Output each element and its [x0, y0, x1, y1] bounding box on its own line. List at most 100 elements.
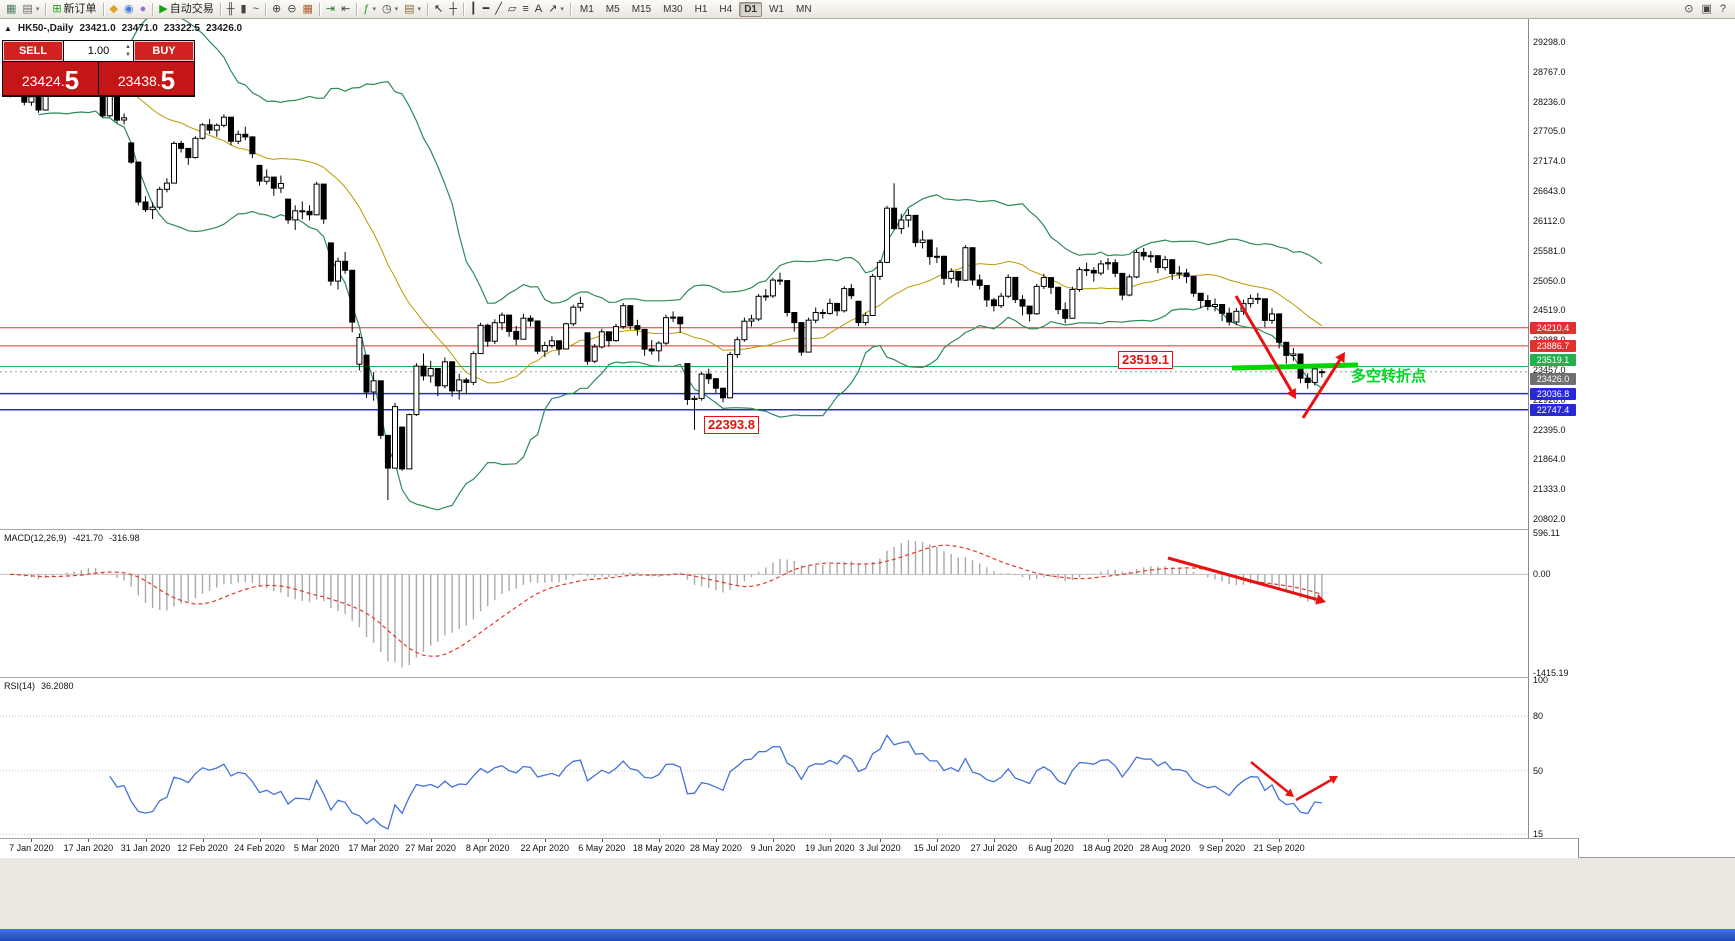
indicators-icon[interactable]: ƒ ▾ [360, 2, 379, 17]
trendline-icon-glyph: ╱ [495, 2, 502, 15]
chart-shift-icon[interactable]: ⇤ [338, 2, 353, 17]
timeframe-h1[interactable]: H1 [694, 3, 708, 15]
date-tick [1051, 839, 1052, 842]
new-order-glyph: ⊞ [52, 2, 62, 15]
line-chart-icon[interactable]: ~ [250, 2, 262, 17]
date-tick [31, 839, 33, 842]
price-tag-23886.7: 23886.7 [1530, 339, 1576, 352]
axis-label: 596.11 [1533, 528, 1560, 539]
bar-chart-icon[interactable]: ╫ [224, 2, 238, 17]
candlestick-chart-icon[interactable]: ▮ [238, 2, 250, 17]
date-label: 24 Feb 2020 [234, 843, 285, 853]
dropdown-arrow-icon: ▾ [372, 5, 376, 13]
sell-price[interactable]: 23424. 5 [3, 62, 98, 95]
layout-icon[interactable]: ▣ [1698, 2, 1714, 17]
date-tick [88, 839, 90, 842]
timeframe-h4[interactable]: H4 [719, 3, 733, 15]
channel-icon[interactable]: ▱ [505, 2, 519, 17]
axis-label: 100 [1533, 674, 1549, 685]
price-label-23519[interactable]: 23519.1 [1118, 351, 1173, 369]
horizontal-line-icon-glyph: ━ [482, 2, 490, 15]
auto-scroll-icon[interactable]: ⇥ [323, 2, 338, 17]
alerts-icon-glyph: ● [139, 2, 147, 15]
rsi-title: RSI(14) [4, 681, 36, 691]
chart-info: ▲ HK50-,Daily 23421.0 23471.0 23322.5 23… [4, 23, 242, 34]
date-label: 31 Jan 2020 [120, 843, 171, 853]
volume-decrease-button[interactable]: ▼ [125, 52, 131, 58]
market-icon-glyph: ◉ [124, 2, 134, 15]
date-label: 17 Mar 2020 [348, 843, 399, 853]
toolbar-separator [427, 2, 429, 16]
sell-price-head: 23424. [21, 73, 65, 89]
timeframe-m1[interactable]: M1 [579, 3, 594, 15]
horizontal-line-icon[interactable]: ━ [480, 2, 493, 17]
market-icon[interactable]: ◉ [121, 2, 137, 17]
periods-icon[interactable]: ◷ ▾ [379, 2, 401, 17]
pivot-text[interactable]: 多空转折点 [1351, 368, 1427, 385]
metaeditor-icon-glyph: ◆ [109, 2, 119, 15]
buy-price[interactable]: 23438. 5 [99, 62, 194, 95]
fibonacci-icon[interactable]: ≡ [519, 2, 531, 17]
timeframe-m5[interactable]: M5 [605, 3, 620, 15]
date-label: 5 Mar 2020 [293, 843, 340, 853]
timeframe-d1[interactable]: D1 [739, 1, 762, 17]
timeframe-w1[interactable]: W1 [768, 3, 784, 15]
axis-label: 28236.0 [1533, 96, 1566, 107]
buy-button[interactable]: BUY [134, 41, 194, 61]
toolbar-separator [265, 2, 267, 16]
zoom-out-icon[interactable]: ⊖ [284, 2, 299, 17]
sell-price-big-digit: 5 [64, 65, 80, 95]
text-tool-icon[interactable]: A [532, 2, 545, 17]
price-tag-22747.4: 22747.4 [1530, 403, 1576, 416]
tile-windows-icon[interactable]: ▦ [299, 2, 315, 17]
pane-separator-rsi[interactable] [0, 677, 1578, 678]
vertical-line-icon[interactable]: ┃ [467, 2, 480, 17]
date-tick [259, 839, 261, 842]
macd-pane-canvas[interactable] [0, 530, 1528, 677]
arrows-tool-icon[interactable]: ↗ ▾ [545, 2, 567, 17]
new-chart-icon[interactable]: ▦ [3, 2, 19, 17]
date-label: 6 May 2020 [578, 843, 626, 853]
new-order-button[interactable]: ⊞ 新订单 [49, 2, 99, 17]
chart-window[interactable]: 29298.0 28767.0 28236.0 27705.0 27174.0 26643… [0, 19, 1579, 858]
search-icon[interactable]: ⊙ [1681, 2, 1696, 17]
help-icon[interactable]: ? [1717, 2, 1729, 17]
alerts-icon[interactable]: ● [137, 2, 150, 17]
toolbar-separator [318, 2, 320, 16]
date-tick [1222, 839, 1224, 842]
zoom-in-icon[interactable]: ⊕ [269, 2, 284, 17]
price-scale[interactable]: 29298.0 28767.0 28236.0 27705.0 27174.0 26643… [1528, 19, 1579, 839]
indicators-icon-glyph: ƒ [363, 2, 370, 15]
price-tag-23036.8: 23036.8 [1530, 387, 1576, 400]
autotrading-button[interactable]: ▶ 自动交易 [156, 2, 216, 17]
timeframe-mn[interactable]: MN [795, 3, 812, 15]
taskbar[interactable] [0, 929, 1735, 941]
date-axis[interactable]: 7 Jan 2020 17 Jan 2020 31 Jan 2020 12 Feb 2… [0, 838, 1578, 858]
timeframe-m30[interactable]: M30 [663, 3, 683, 15]
one-click-toggle-icon[interactable]: ▲ [4, 24, 12, 33]
crosshair-icon[interactable]: ┼ [446, 2, 460, 17]
toolbar-separator [463, 2, 465, 16]
sell-button[interactable]: SELL [3, 41, 63, 61]
rsi-value: 36.2080 [41, 681, 74, 691]
volume-increase-button[interactable]: ▲ [125, 44, 131, 50]
price-label-22393[interactable]: 22393.8 [704, 416, 759, 434]
price-pane-canvas[interactable] [0, 19, 1528, 529]
rsi-pane-canvas[interactable] [0, 678, 1528, 838]
templates-icon[interactable]: ▤ ▾ [401, 2, 424, 17]
axis-label: 22395.0 [1533, 424, 1566, 435]
axis-label: 27174.0 [1533, 156, 1566, 167]
volume-field[interactable]: 1.00 ▲ ▼ [64, 41, 133, 61]
price-tag-23426.0: 23426.0 [1530, 372, 1576, 385]
templates-icon-glyph: ▤ [404, 2, 415, 15]
cursor-icon[interactable]: ↖ [431, 2, 446, 17]
autotrading-button-label: 自动交易 [169, 2, 214, 15]
timeframe-m15[interactable]: M15 [631, 3, 652, 15]
date-label: 22 Apr 2020 [520, 843, 570, 853]
profiles-icon[interactable]: ▤ ▾ [19, 2, 42, 17]
metaeditor-icon[interactable]: ◆ [107, 2, 121, 17]
pane-separator-macd[interactable] [0, 529, 1578, 530]
date-tick [1279, 839, 1281, 842]
date-label: 28 Aug 2020 [1139, 843, 1191, 853]
trendline-icon[interactable]: ╱ [492, 2, 505, 17]
